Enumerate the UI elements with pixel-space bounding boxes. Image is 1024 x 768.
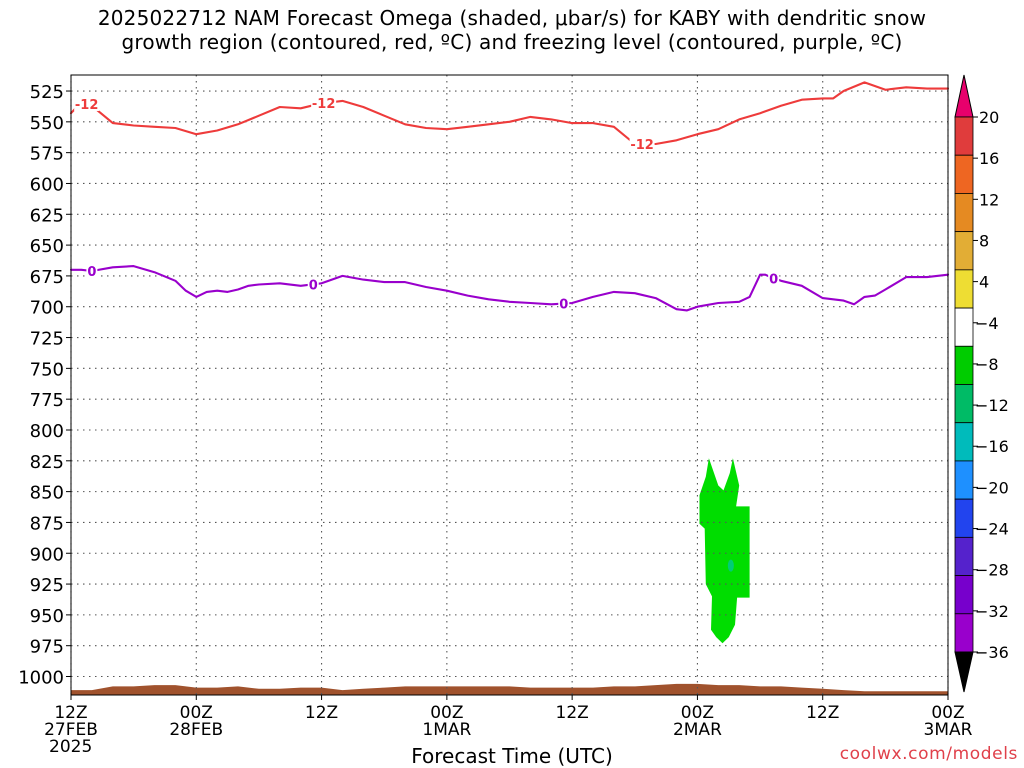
colorbar-tick-label: 4 [979, 273, 989, 292]
colorbar-segment [954, 345, 974, 385]
y-tick-label: 900 [30, 544, 64, 565]
credit-text: coolwx.com/models [839, 744, 1018, 764]
x-tick-label: 00Z [430, 703, 463, 723]
contour-label: 0 [559, 298, 568, 313]
y-tick-label: 950 [30, 606, 64, 627]
y-tick-label: 700 [30, 298, 64, 319]
colorbar-segment [954, 116, 974, 156]
colorbar-segment [954, 460, 974, 500]
omega-shading-layer [699, 458, 750, 644]
colorbar-segment [954, 575, 974, 615]
contour-line-minus-12c [69, 81, 950, 146]
omega-core-region [727, 559, 734, 572]
colorbar-tick-label: 16 [979, 149, 999, 168]
x-tick-label: 12Z [305, 703, 338, 723]
omega-shaded-region [699, 458, 750, 644]
x-axis-label: Forecast Time (UTC) [411, 744, 613, 768]
contour-label-bg [629, 137, 655, 152]
x-tick-label: 12Z [54, 703, 87, 723]
colorbar-tick-label: −4 [975, 314, 999, 333]
y-tick-label: 550 [30, 113, 64, 134]
colorbar-segment [954, 422, 974, 462]
x-tick-label: 1MAR [422, 720, 471, 740]
contour-label-bg [86, 263, 98, 278]
y-tick-label: 925 [30, 575, 64, 596]
contour-label-bg [74, 96, 100, 111]
y-tick-label: 625 [30, 205, 64, 226]
colorbar-tick-label: 12 [979, 190, 999, 209]
colorbar-tick-label: −24 [975, 520, 1009, 539]
contour-label-bg [307, 277, 319, 292]
y-tick-label: 575 [30, 144, 64, 165]
x-tick-label: 27FEB [44, 720, 98, 740]
x-tick-label: 2MAR [673, 720, 722, 740]
contour-layer: -12 -12 -12 0 0 0 0 [69, 81, 950, 313]
x-tick-label: 3MAR [924, 720, 973, 740]
colorbar-tick-label: −8 [975, 355, 999, 374]
colorbar-segment [954, 307, 974, 347]
colorbar-segment [954, 269, 974, 309]
terrain-layer [71, 683, 948, 695]
y-tick-label: 850 [30, 483, 64, 504]
colorbar-segment [954, 536, 974, 576]
contour-label: -12 [312, 97, 336, 112]
contour-label: -12 [630, 138, 654, 153]
colorbar-segment [954, 498, 974, 538]
contour-label: 0 [87, 265, 96, 280]
y-tick-label: 750 [30, 359, 64, 380]
chart-title-line-2: growth region (contoured, red, ºC) and f… [121, 30, 903, 54]
contour-label: 0 [309, 278, 318, 293]
y-tick-label: 775 [30, 390, 64, 411]
y-tick-label: 1000 [18, 668, 64, 689]
colorbar-tick-label: −12 [975, 396, 1009, 415]
y-tick-label: 725 [30, 329, 64, 350]
plot-frame [70, 74, 949, 696]
colorbar-segment [954, 193, 974, 233]
colorbar-tick-label: −32 [975, 602, 1009, 621]
y-tick-label: 975 [30, 637, 64, 658]
colorbar-tick-label: 20 [979, 108, 999, 127]
colorbar-segment [954, 154, 974, 194]
x-tick-label: 2025 [49, 737, 92, 757]
x-tick-label: 12Z [556, 703, 589, 723]
grid-layer [70, 75, 949, 695]
colorbar: 20 16 12 8 4 −4 −8 −12 −16 −20 −24 −28 −32 −36 [954, 74, 1009, 693]
plot-border [70, 74, 949, 696]
contour-label: 0 [769, 272, 778, 287]
y-tick-label: 650 [30, 236, 64, 257]
x-tick-label: 00Z [681, 703, 714, 723]
y-tick-label: 675 [30, 267, 64, 288]
contour-label-bg [311, 96, 337, 111]
colorbar-segment [954, 384, 974, 424]
x-tick-label: 00Z [180, 703, 213, 723]
colorbar-tick-label: −16 [975, 437, 1009, 456]
colorbar-segment [954, 613, 974, 653]
x-tick-label: 12Z [806, 703, 839, 723]
colorbar-bottom-arrow [954, 651, 974, 693]
colorbar-tick-label: −20 [975, 478, 1009, 497]
x-tick-label: 28FEB [169, 720, 223, 740]
contour-label: -12 [75, 98, 99, 113]
colorbar-tick-label: 8 [979, 231, 989, 250]
colorbar-tick-label: −36 [975, 643, 1009, 662]
y-tick-label: 600 [30, 174, 64, 195]
y-tick-label: 875 [30, 513, 64, 534]
colorbar-top-arrow [954, 74, 974, 118]
contour-line-zero-c [69, 265, 950, 312]
y-tick-label: 825 [30, 452, 64, 473]
x-tick-label: 00Z [931, 703, 964, 723]
chart-title-line-1: 2025022712 NAM Forecast Omega (shaded, μ… [97, 6, 927, 30]
y-tick-label: 800 [30, 421, 64, 442]
y-tick-label: 525 [30, 82, 64, 103]
colorbar-tick-label: −28 [975, 561, 1009, 580]
chart-title: 2025022712 NAM Forecast Omega (shaded, μ… [0, 6, 1024, 54]
terrain-fill [71, 683, 948, 695]
colorbar-segment [954, 231, 974, 271]
y-axis-ticks: 525 550 575 600 625 650 675 700 725 750 775 800 825 8… [18, 82, 71, 689]
contour-label-bg [558, 296, 570, 311]
contour-label-bg [768, 271, 780, 286]
